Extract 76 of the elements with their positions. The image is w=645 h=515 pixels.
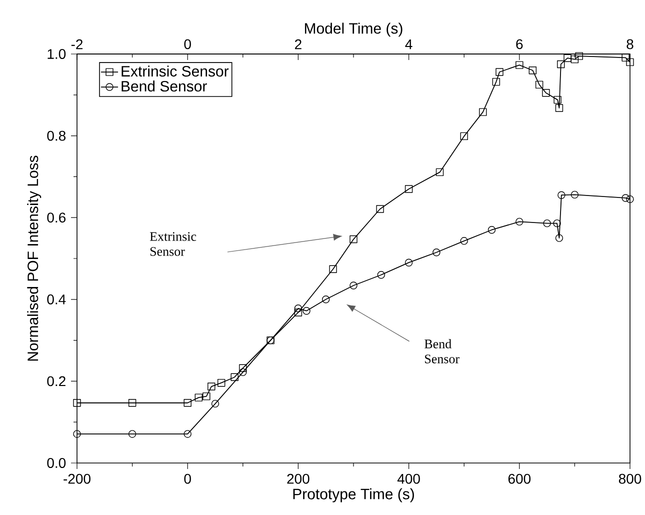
y-tick-label: 0.0 xyxy=(47,458,66,468)
point xyxy=(350,282,358,290)
point xyxy=(217,378,226,387)
point xyxy=(239,364,247,372)
point xyxy=(479,108,487,116)
y-axis-title: Normalised POF Intensity Loss xyxy=(27,156,42,361)
point xyxy=(329,265,337,273)
point xyxy=(542,89,550,97)
point xyxy=(73,430,81,438)
point xyxy=(184,430,192,438)
point xyxy=(294,304,302,312)
point xyxy=(239,368,247,376)
y-tick-label: 0.2 xyxy=(47,376,66,386)
point xyxy=(377,271,385,279)
point xyxy=(555,234,564,242)
point xyxy=(543,219,551,228)
legend-label: Bend Sensor xyxy=(122,80,207,92)
point xyxy=(516,61,524,69)
point xyxy=(492,78,500,86)
point xyxy=(564,54,572,62)
point xyxy=(194,394,203,402)
point xyxy=(376,205,384,213)
x2-tick-label: 2 xyxy=(295,39,302,50)
point xyxy=(211,400,220,408)
point xyxy=(528,66,537,74)
x-tick-label: 400 xyxy=(397,474,420,484)
point xyxy=(128,430,136,438)
x2-axis-title: Model Time (s) xyxy=(304,22,402,37)
point xyxy=(404,185,413,193)
x2-tick-label: 4 xyxy=(405,39,412,50)
point xyxy=(555,104,564,112)
point xyxy=(294,308,302,316)
x2-tick-label: 8 xyxy=(626,39,634,50)
point xyxy=(570,190,579,199)
y-tick-label: 1.0 xyxy=(48,49,66,59)
x-tick-label: 800 xyxy=(618,474,642,484)
x-tick-label: 600 xyxy=(508,474,531,484)
point xyxy=(496,68,504,76)
x2-tick-label: 6 xyxy=(516,39,523,50)
x-tick-label: 0 xyxy=(184,474,191,484)
point xyxy=(558,191,566,199)
x2-tick-label: 0 xyxy=(184,39,191,50)
point xyxy=(553,219,561,228)
point xyxy=(322,296,330,304)
annotation: Bend Sensor xyxy=(424,339,460,364)
y-tick-label: 0.4 xyxy=(47,294,66,304)
point xyxy=(202,392,210,400)
legend-label: Extrinsic Sensor xyxy=(122,66,229,77)
point xyxy=(516,218,524,226)
x-axis-title: Prototype Time (s) xyxy=(293,488,414,502)
y-tick-label: 0.6 xyxy=(47,212,66,223)
point xyxy=(460,237,468,245)
point xyxy=(535,80,544,89)
point xyxy=(404,258,413,266)
point xyxy=(570,55,579,64)
x-tick-label: -200 xyxy=(64,474,90,484)
point xyxy=(432,248,440,256)
annotation: Extrinsic Sensor xyxy=(150,232,196,256)
point xyxy=(73,399,81,407)
point xyxy=(436,168,444,176)
point xyxy=(622,54,630,62)
point xyxy=(128,399,136,407)
point xyxy=(488,226,496,234)
point xyxy=(557,60,565,68)
y-tick-label: 0.8 xyxy=(47,130,66,141)
x2-tick-label: -2 xyxy=(71,39,83,50)
point xyxy=(460,132,468,140)
point xyxy=(208,382,216,390)
point xyxy=(184,399,192,407)
point xyxy=(230,373,238,381)
point xyxy=(302,307,310,315)
x-tick-label: 200 xyxy=(287,474,310,484)
point xyxy=(554,96,562,104)
point xyxy=(626,58,634,66)
point xyxy=(626,195,634,204)
point xyxy=(350,235,358,244)
